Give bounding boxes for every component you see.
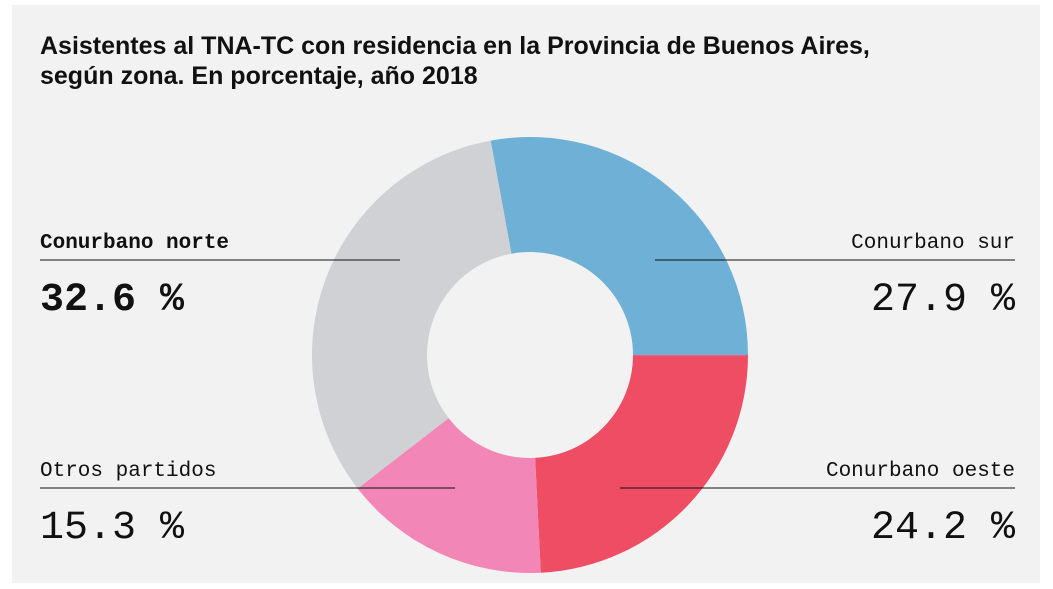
value-label: 15.3 %: [40, 506, 185, 551]
value-label: 32.6 %: [40, 278, 185, 323]
category-label: Conurbano norte: [40, 232, 229, 255]
category-label: Conurbano oeste: [826, 460, 1015, 483]
category-label: Otros partidos: [40, 460, 216, 483]
chart-title: según zona. En porcentaje, año 2018: [40, 62, 478, 90]
slice: [311, 140, 512, 489]
slice: [535, 355, 748, 573]
slice: [490, 137, 749, 356]
value-label: 24.2 %: [871, 506, 1016, 551]
slice: [357, 418, 541, 573]
value-label: 27.9 %: [871, 278, 1016, 323]
chart-title: Asistentes al TNA-TC con residencia en l…: [40, 32, 870, 60]
category-label: Conurbano sur: [851, 232, 1015, 255]
